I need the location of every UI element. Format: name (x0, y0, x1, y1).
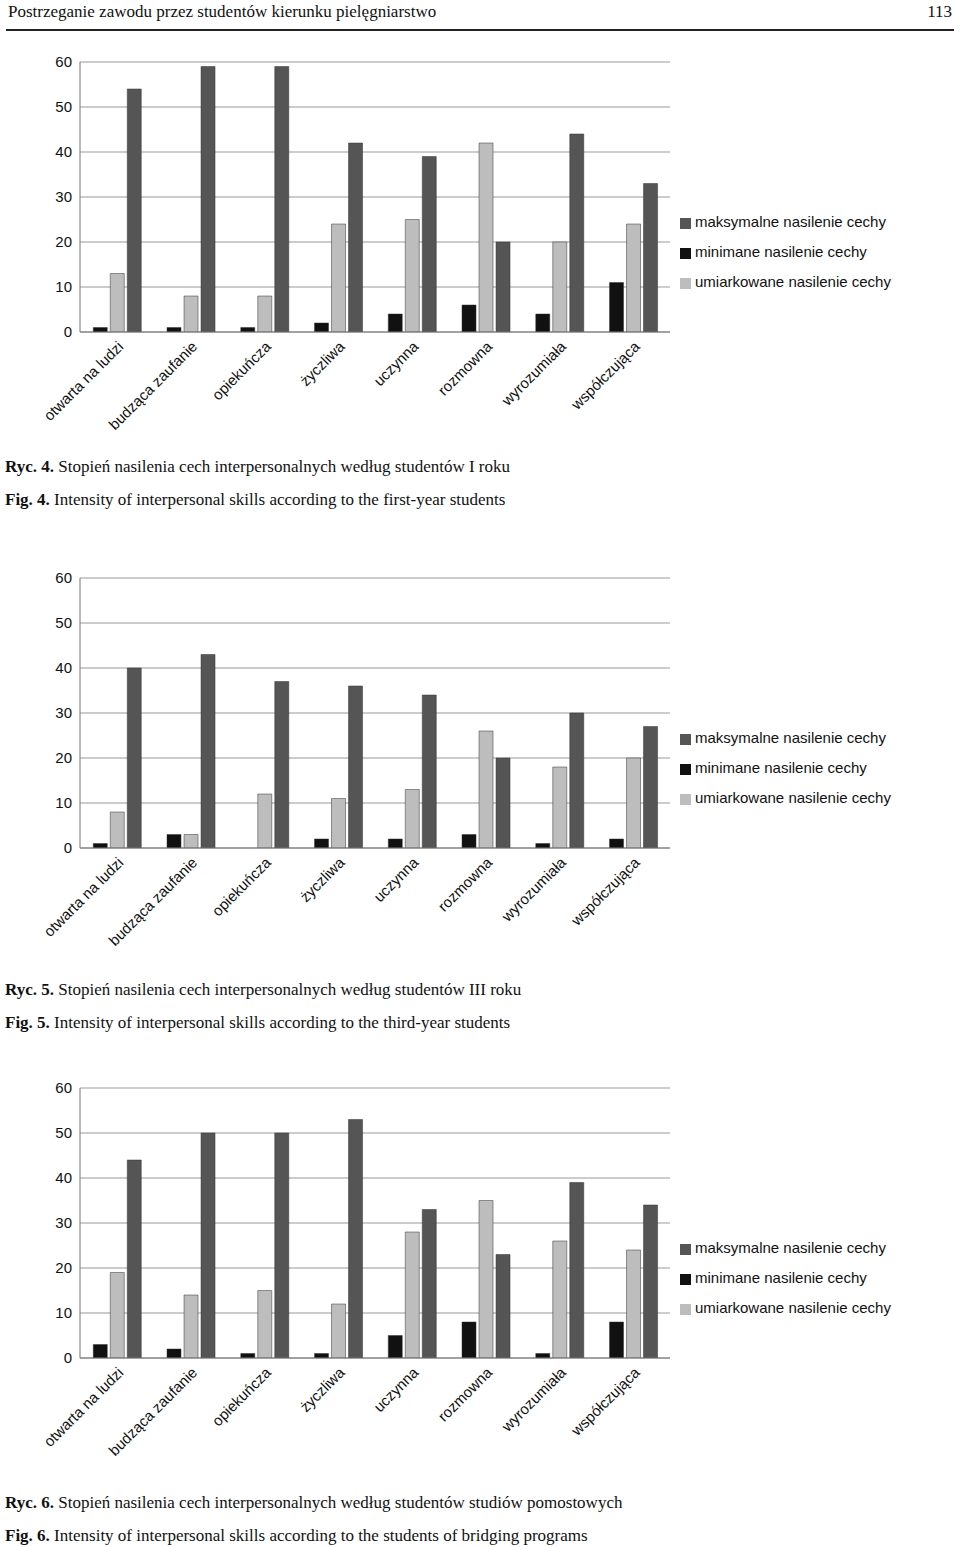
svg-text:20: 20 (55, 749, 72, 766)
svg-text:20: 20 (55, 233, 72, 250)
svg-text:10: 10 (55, 1304, 72, 1321)
svg-text:40: 40 (55, 659, 72, 676)
svg-text:rozmowna: rozmowna (434, 1363, 495, 1424)
html-text:minimane nasilenie cechy: minimane nasilenie cechy (695, 759, 867, 776)
svg-text:10: 10 (55, 278, 72, 295)
svg-text:wyrozumiała: wyrozumiała (497, 337, 569, 409)
svg-text:opiekuńcza: opiekuńcza (208, 853, 274, 919)
svg-text:rozmowna: rozmowna (434, 337, 495, 398)
svg-text:życzliwa: życzliwa (296, 337, 348, 389)
svg-text:otwarta na ludzi: otwarta na ludzi (40, 337, 127, 424)
svg-text:40: 40 (55, 1169, 72, 1186)
html-text:minimane nasilenie cechy: minimane nasilenie cechy (695, 1269, 867, 1286)
html-text:umiarkowane nasilenie cechy: umiarkowane nasilenie cechy (695, 273, 891, 290)
html-text:umiarkowane nasilenie cechy: umiarkowane nasilenie cechy (695, 789, 891, 806)
html-text:Ryc. 6. Stopień nasilenia cech: Ryc. 6. Stopień nasilenia cech interpers… (5, 1493, 623, 1512)
html-text:113: 113 (927, 2, 952, 21)
svg-text:budząca zaufanie: budząca zaufanie (105, 1364, 200, 1459)
html-text:Ryc. 5. Stopień nasilenia cech: Ryc. 5. Stopień nasilenia cech interpers… (5, 980, 522, 999)
html-text:maksymalne nasilenie cechy: maksymalne nasilenie cechy (695, 1239, 886, 1256)
html-text:maksymalne nasilenie cechy: maksymalne nasilenie cechy (695, 213, 886, 230)
svg-text:uczynna: uczynna (370, 337, 422, 389)
svg-text:otwarta na ludzi: otwarta na ludzi (40, 853, 127, 940)
svg-text:współczująca: współczująca (567, 337, 643, 413)
html-text:Fig. 5. Intensity of interpers: Fig. 5. Intensity of interpersonal skill… (5, 1013, 511, 1032)
svg-text:otwarta na ludzi: otwarta na ludzi (40, 1363, 127, 1450)
svg-text:opiekuńcza: opiekuńcza (208, 1363, 274, 1429)
svg-text:30: 30 (55, 1214, 72, 1231)
svg-text:30: 30 (55, 188, 72, 205)
html-text:maksymalne nasilenie cechy: maksymalne nasilenie cechy (695, 729, 886, 746)
svg-text:rozmowna: rozmowna (434, 853, 495, 914)
svg-text:60: 60 (55, 53, 72, 70)
html-text:Fig. 6. Intensity of interpers: Fig. 6. Intensity of interpersonal skill… (5, 1526, 588, 1545)
svg-text:uczynna: uczynna (370, 1363, 422, 1415)
html-text:Fig. 4. Intensity of interpers: Fig. 4. Intensity of interpersonal skill… (5, 490, 506, 509)
svg-text:0: 0 (64, 839, 72, 856)
svg-text:0: 0 (64, 323, 72, 340)
svg-text:wyrozumiała: wyrozumiała (497, 853, 569, 925)
html-text:Ryc. 4. Stopień nasilenia cech: Ryc. 4. Stopień nasilenia cech interpers… (5, 457, 510, 476)
svg-text:współczująca: współczująca (567, 853, 643, 929)
svg-text:50: 50 (55, 614, 72, 631)
html-text:Postrzeganie zawodu przez stud: Postrzeganie zawodu przez studentów kier… (8, 2, 437, 21)
svg-text:życzliwa: życzliwa (296, 1363, 348, 1415)
svg-text:50: 50 (55, 1124, 72, 1141)
html-text:umiarkowane nasilenie cechy: umiarkowane nasilenie cechy (695, 1299, 891, 1316)
svg-text:30: 30 (55, 704, 72, 721)
svg-text:50: 50 (55, 98, 72, 115)
svg-text:60: 60 (55, 1079, 72, 1096)
svg-text:uczynna: uczynna (370, 853, 422, 905)
html-text:minimane nasilenie cechy: minimane nasilenie cechy (695, 243, 867, 260)
svg-text:40: 40 (55, 143, 72, 160)
svg-text:opiekuńcza: opiekuńcza (208, 337, 274, 403)
svg-text:60: 60 (55, 569, 72, 586)
svg-text:współczująca: współczująca (567, 1363, 643, 1439)
svg-text:budząca zaufanie: budząca zaufanie (105, 338, 200, 433)
svg-text:0: 0 (64, 1349, 72, 1366)
svg-text:10: 10 (55, 794, 72, 811)
svg-text:20: 20 (55, 1259, 72, 1276)
svg-text:wyrozumiała: wyrozumiała (497, 1363, 569, 1435)
svg-text:życzliwa: życzliwa (296, 853, 348, 905)
svg-text:budząca zaufanie: budząca zaufanie (105, 854, 200, 949)
